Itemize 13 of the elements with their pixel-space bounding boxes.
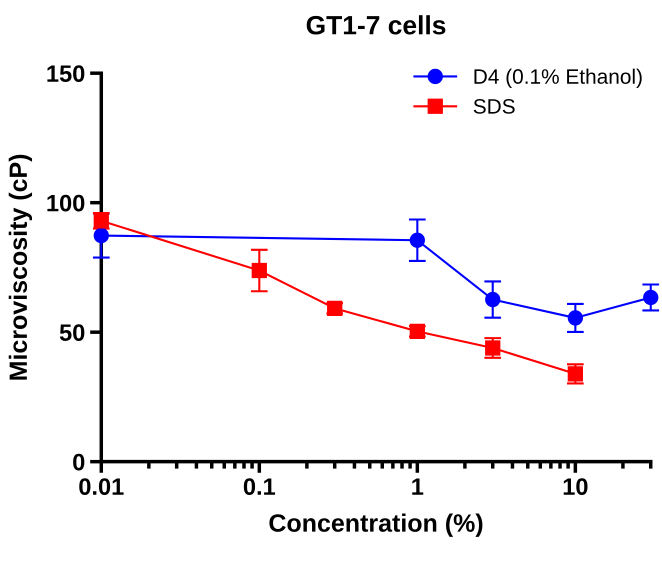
x-tick-label: 10 bbox=[564, 478, 588, 495]
chart-title: GT1-7 cells bbox=[306, 15, 446, 35]
x-tick-label: 0.1 bbox=[244, 478, 276, 495]
legend-label: D4 (0.1% Ethanol) bbox=[474, 68, 642, 88]
x-tick-label: 0.01 bbox=[79, 478, 124, 495]
y-tick-label: 0 bbox=[73, 454, 84, 470]
legend-label: SDS bbox=[474, 99, 515, 114]
x-tick-label: 1 bbox=[412, 478, 424, 495]
y-tick-label: 50 bbox=[60, 324, 84, 341]
y-tick-label: 100 bbox=[47, 194, 84, 212]
y-axis-title: Microviscosity (cP) bbox=[8, 154, 32, 380]
x-axis-title: Concentration (%) bbox=[269, 514, 482, 537]
y-tick-label: 150 bbox=[47, 65, 84, 82]
